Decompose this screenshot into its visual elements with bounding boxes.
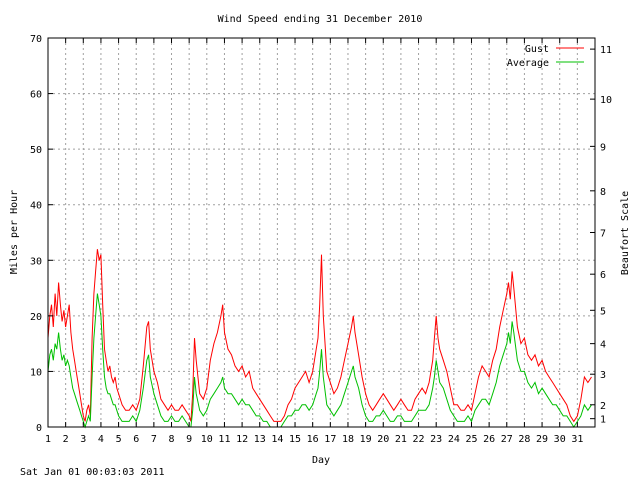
axis-ticks (47, 37, 595, 428)
x-tick-label: 19 (360, 434, 372, 445)
x-tick-label: 8 (169, 434, 175, 445)
x-tick-label: 13 (254, 434, 266, 445)
y-tick-label: 40 (30, 201, 42, 212)
beaufort-tick-label: 9 (600, 142, 606, 153)
x-tick-label: 16 (307, 434, 319, 445)
x-tick-labels: 1 2 3 4 5 6 7 8 9 10 11 12 13 14 15 16 17 18 19 20 21 22 23 24 2… (45, 434, 583, 445)
x-tick-label: 17 (324, 434, 336, 445)
y-tick-label: 70 (30, 34, 42, 45)
series-lines (47, 249, 592, 429)
x-tick-label: 21 (395, 434, 407, 445)
x-tick-label: 15 (289, 434, 301, 445)
y-tick-label: 20 (30, 312, 42, 323)
x-tick-label: 9 (186, 434, 192, 445)
x-tick-label: 24 (448, 434, 460, 445)
x-tick-label: 12 (236, 434, 248, 445)
x-tick-label: 2 (63, 434, 69, 445)
x-axis-label: Day (312, 455, 330, 466)
beaufort-tick-label: 8 (600, 187, 606, 198)
footer-timestamp: Sat Jan 01 00:03:03 2011 (20, 467, 165, 478)
legend: Gust Average (507, 44, 584, 69)
y-tick-label: 50 (30, 145, 42, 156)
chart-title: Wind Speed ending 31 December 2010 (218, 14, 423, 25)
x-tick-label: 28 (518, 434, 530, 445)
beaufort-tick-label: 1 (600, 415, 606, 426)
x-tick-label: 20 (377, 434, 389, 445)
beaufort-tick-label: 3 (600, 370, 606, 381)
y-tick-label: 10 (30, 367, 42, 378)
x-tick-label: 29 (536, 434, 548, 445)
x-tick-label: 5 (116, 434, 122, 445)
x-tick-label: 10 (201, 434, 213, 445)
series-line-gust (47, 249, 592, 423)
beaufort-tick-label: 2 (600, 401, 606, 412)
legend-label-gust: Gust (525, 44, 549, 55)
x-tick-label: 1 (45, 434, 51, 445)
beaufort-tick-label: 7 (600, 229, 606, 240)
beaufort-tick-label: 6 (600, 270, 606, 281)
x-tick-label: 31 (571, 434, 583, 445)
x-tick-label: 6 (133, 434, 139, 445)
x-tick-label: 26 (483, 434, 495, 445)
y-tick-label: 0 (36, 423, 42, 434)
x-tick-label: 18 (342, 434, 354, 445)
x-tick-label: 23 (430, 434, 442, 445)
x-tick-label: 4 (98, 434, 104, 445)
beaufort-tick-label: 10 (600, 95, 612, 106)
x-tick-label: 25 (465, 434, 477, 445)
x-tick-label: 30 (554, 434, 566, 445)
beaufort-tick-label: 4 (600, 340, 606, 351)
series-line-average (47, 293, 592, 429)
y2-axis-label: Beaufort Scale (620, 191, 631, 275)
legend-label-average: Average (507, 58, 549, 69)
plot-frame (47, 37, 596, 428)
x-tick-label: 7 (151, 434, 157, 445)
x-tick-label: 3 (80, 434, 86, 445)
y-tick-label: 60 (30, 90, 42, 101)
y-axis-label: Miles per Hour (9, 190, 20, 274)
grid-lines (48, 38, 595, 427)
y-tick-labels: 0 10 20 30 40 50 60 70 (30, 34, 42, 434)
beaufort-tick-label: 5 (600, 306, 606, 317)
beaufort-tick-labels: 1 2 3 4 5 6 7 8 9 10 11 (600, 45, 612, 426)
beaufort-tick-label: 11 (600, 45, 612, 56)
x-tick-label: 11 (218, 434, 230, 445)
x-tick-label: 14 (271, 434, 283, 445)
y-tick-label: 30 (30, 256, 42, 267)
x-tick-label: 22 (413, 434, 425, 445)
x-tick-label: 27 (501, 434, 513, 445)
